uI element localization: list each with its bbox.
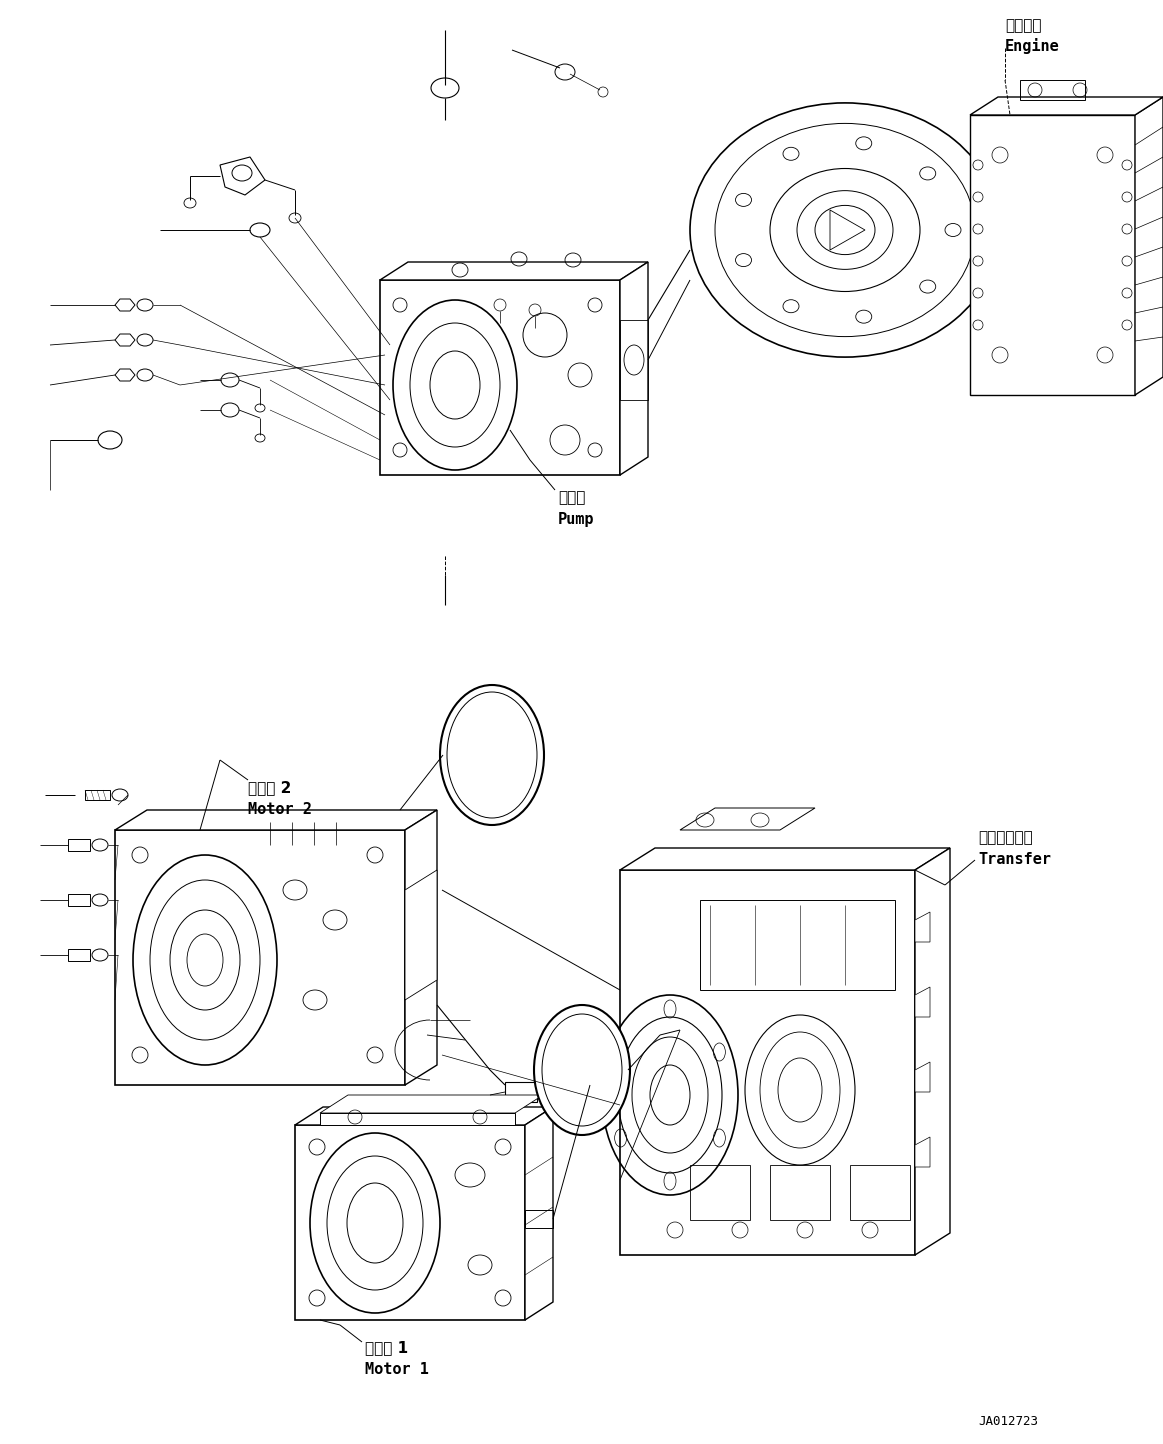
Bar <box>770 1165 830 1220</box>
Text: Transfer: Transfer <box>978 852 1051 866</box>
Polygon shape <box>915 1136 930 1167</box>
Text: ポンプ: ポンプ <box>558 490 585 505</box>
Polygon shape <box>67 839 90 851</box>
Polygon shape <box>1135 97 1163 396</box>
Polygon shape <box>115 810 437 830</box>
Text: JA012723: JA012723 <box>978 1415 1039 1428</box>
Polygon shape <box>915 988 930 1017</box>
Bar <box>620 321 648 400</box>
Polygon shape <box>320 1095 543 1113</box>
Bar <box>1020 79 1085 100</box>
Polygon shape <box>115 299 135 310</box>
Polygon shape <box>380 280 620 475</box>
Polygon shape <box>295 1108 552 1125</box>
Bar <box>505 1082 537 1102</box>
Polygon shape <box>525 1108 552 1320</box>
Polygon shape <box>115 334 135 347</box>
Polygon shape <box>320 1113 515 1125</box>
Polygon shape <box>67 949 90 962</box>
Polygon shape <box>405 810 437 1084</box>
Text: モータ 1: モータ 1 <box>365 1340 408 1354</box>
Text: Motor 2: Motor 2 <box>248 801 312 817</box>
Bar <box>850 1165 909 1220</box>
Polygon shape <box>620 869 915 1255</box>
Text: Motor 1: Motor 1 <box>365 1362 429 1378</box>
Polygon shape <box>380 261 648 280</box>
Polygon shape <box>405 869 437 1001</box>
Polygon shape <box>115 370 135 381</box>
Text: Engine: Engine <box>1005 38 1059 53</box>
Ellipse shape <box>440 684 544 825</box>
Polygon shape <box>970 116 1135 396</box>
Text: モータ 2: モータ 2 <box>248 780 292 796</box>
Text: トランスファ: トランスファ <box>978 830 1033 845</box>
Polygon shape <box>85 790 110 800</box>
Polygon shape <box>915 1061 930 1092</box>
Polygon shape <box>970 97 1163 116</box>
Polygon shape <box>295 1125 525 1320</box>
Ellipse shape <box>534 1005 630 1135</box>
Polygon shape <box>915 913 930 941</box>
Polygon shape <box>620 848 950 869</box>
Polygon shape <box>915 848 950 1255</box>
Text: Pump: Pump <box>558 513 594 527</box>
Bar <box>690 1165 750 1220</box>
Polygon shape <box>67 894 90 905</box>
Text: エンジン: エンジン <box>1005 17 1042 33</box>
Polygon shape <box>115 830 405 1084</box>
Polygon shape <box>620 261 648 475</box>
Bar <box>525 1210 552 1227</box>
